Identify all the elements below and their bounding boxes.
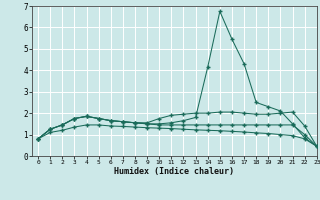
X-axis label: Humidex (Indice chaleur): Humidex (Indice chaleur): [115, 167, 234, 176]
